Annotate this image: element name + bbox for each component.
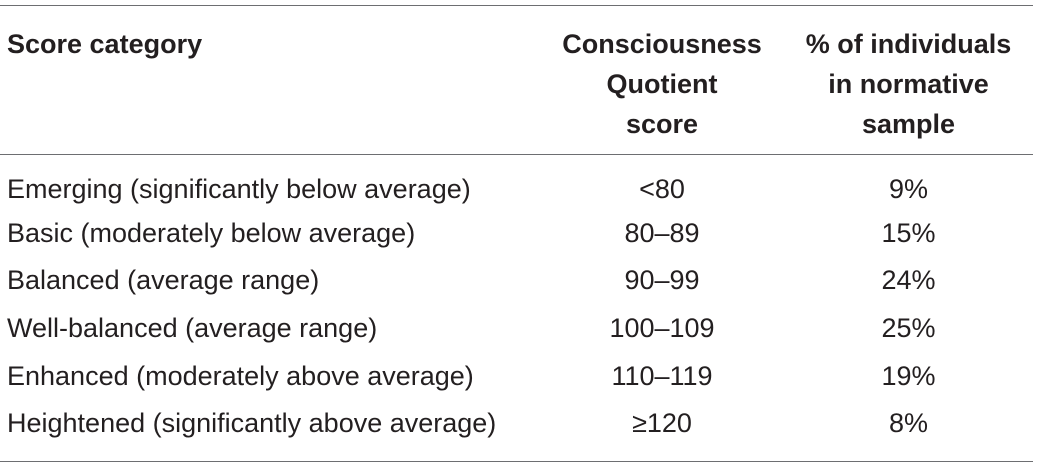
data-table: Score category Consciousness Quotient sc… [0,6,1033,154]
cell-percent: 24% [881,265,936,296]
cell-category: Well-balanced (average range) [7,312,378,343]
header-line: score [625,109,699,139]
header-line: Consciousness [562,29,762,59]
cell-category: Basic (moderately below average) [7,217,416,248]
table-row: Balanced (average range) 90–99 24% [0,257,1033,305]
cell-score: <80 [639,174,685,204]
table-header: Score category Consciousness Quotient sc… [0,6,1033,154]
score-category-table: Score category Consciousness Quotient sc… [0,5,1033,462]
header-percent-individuals: % of individuals in normative sample [784,6,1033,154]
cell-score: ≥120 [632,408,692,439]
cell-score: 80–89 [624,217,700,248]
table-row: Heightened (significantly above average)… [0,399,1033,447]
header-line: Score category [7,29,203,59]
cell-category: Emerging (significantly below average) [7,174,471,204]
header-row: Score category Consciousness Quotient sc… [0,6,1033,154]
cell-percent: 25% [881,312,936,343]
cell-category: Heightened (significantly above average) [7,408,497,439]
header-line: Quotient [606,69,718,99]
cell-category: Enhanced (moderately above average) [7,360,474,391]
cell-percent: 8% [888,408,929,439]
cell-score: 100–109 [609,312,715,343]
cell-score: 110–119 [611,360,713,391]
cell-score: 90–99 [624,265,700,296]
header-cq-score: Consciousness Quotient score [540,6,784,154]
cell-percent: 19% [881,360,936,391]
data-table-body: Emerging (significantly below average) <… [0,155,1033,447]
header-rule [0,154,1033,155]
bottom-rule [0,460,1033,462]
table-body: Emerging (significantly below average) <… [0,155,1033,447]
top-rule [0,5,1033,6]
bottom-spacer [0,447,1033,461]
cell-percent: 9% [888,174,929,204]
cell-category: Balanced (average range) [7,265,320,296]
table-row: Enhanced (moderately above average) 110–… [0,352,1033,400]
table-row: Basic (moderately below average) 80–89 1… [0,209,1033,257]
header-line: sample [861,109,956,139]
cell-percent: 15% [881,217,936,248]
table-row: Well-balanced (average range) 100–109 25… [0,304,1033,352]
header-line: % of individuals [805,29,1012,59]
table-row: Emerging (significantly below average) <… [0,155,1033,209]
header-line: in normative [828,69,989,99]
header-score-category: Score category [0,6,540,154]
